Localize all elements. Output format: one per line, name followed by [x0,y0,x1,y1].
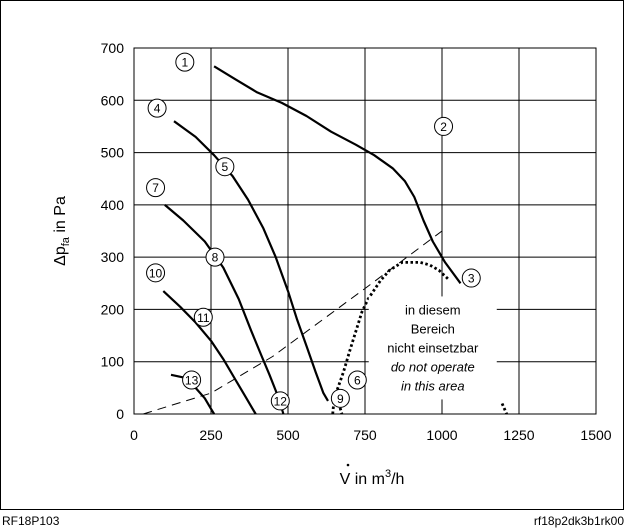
curve-number-circle [434,116,454,136]
curve-number-marker: 1 [175,52,195,72]
footer-left-code: RF18P103 [2,514,60,528]
annotation-text: in diesem [405,302,461,317]
x-tick-label: 0 [130,427,138,443]
y-tick-label: 600 [101,92,125,108]
curve-number-circle [146,178,166,198]
curve-number-label: 11 [197,311,210,325]
x-axis-label-dot [346,463,350,467]
curve-number-label: 13 [185,374,199,388]
chart-frame: 0 250 500 750 1000 1250 1500 0 100 200 300 400 500 60… [0,0,624,510]
x-tick-label: 250 [199,427,223,443]
curve-number-label: 10 [149,266,163,280]
curve-number-marker: 6 [347,370,367,390]
fan-curve [162,290,257,415]
y-tick-label: 300 [101,249,125,265]
curve-number-marker: 3 [461,268,481,288]
curve-number-label: 4 [154,102,161,116]
fan-curve [500,402,508,415]
curve-number-circle [347,370,367,390]
curve-number-circle [215,157,235,177]
curve-number-label: 9 [337,392,344,406]
fan-curve [213,65,462,284]
curve-number-label: 5 [222,160,229,174]
x-tick-label: 500 [276,427,300,443]
curve-number-label: 7 [152,181,159,195]
y-tick-label: 500 [101,145,125,161]
curve-number-marker: 10 [146,263,166,283]
curve-number-label: 8 [212,251,219,265]
x-axis-label-sup: 3 [385,468,391,480]
curve-number-marker: 13 [182,370,202,390]
curve-number-circle [193,307,213,327]
curve-number-marker: 7 [146,178,166,198]
curve-number-marker: 8 [205,247,225,267]
curve-number-marker: 11 [193,307,213,327]
curve-number-label: 3 [468,272,475,286]
x-axis-label: V in m3/h [340,468,405,488]
curve-number-circle [270,391,290,411]
footer-right-code: rf18p2dk3b1rk00 [533,514,624,528]
curve-number-label: 2 [440,120,447,134]
curve-number-marker: 2 [434,116,454,136]
curve-number-circle [146,263,166,283]
y-axis-label: Δpfa in Pa [52,196,72,266]
annotation-text: nicht einsetzbar [387,340,479,355]
y-tick-label: 200 [101,301,125,317]
curve-number-label: 6 [354,374,361,388]
y-tick-label: 0 [116,406,124,422]
y-tick-label: 100 [101,354,125,370]
curve-number-circle [147,98,167,118]
annotation-background [368,296,497,400]
y-tick-label: 700 [101,40,125,56]
system-line [143,230,443,415]
curve-number-label: 1 [181,56,188,70]
fan-curve [170,373,216,415]
curve-number-label: 12 [274,394,288,408]
curve-number-circle [330,388,350,408]
curve-number-circle [205,247,225,267]
curve-number-circle [461,268,481,288]
fan-curve-chart: 0 250 500 750 1000 1250 1500 0 100 200 300 400 500 60… [52,40,612,488]
x-tick-label: 750 [353,427,377,443]
x-tick-label: 1000 [426,427,457,443]
curve-number-marker: 5 [215,157,235,177]
curve-number-circle [175,52,195,72]
x-tick-label: 1500 [580,427,611,443]
annotation-text: Bereich [411,321,455,336]
annotation-text-italic: do not operate [391,359,475,374]
fan-curve [331,261,450,415]
x-tick-label: 1250 [503,427,534,443]
y-tick-label: 400 [101,197,125,213]
curve-number-marker: 12 [270,391,290,411]
fan-curve [173,120,329,402]
curve-number-marker: 9 [330,388,350,408]
curve-number-circle [182,370,202,390]
annotation-text-italic: in this area [401,378,465,393]
curve-number-marker: 4 [147,98,167,118]
y-axis-label-sub: fa [60,236,72,246]
